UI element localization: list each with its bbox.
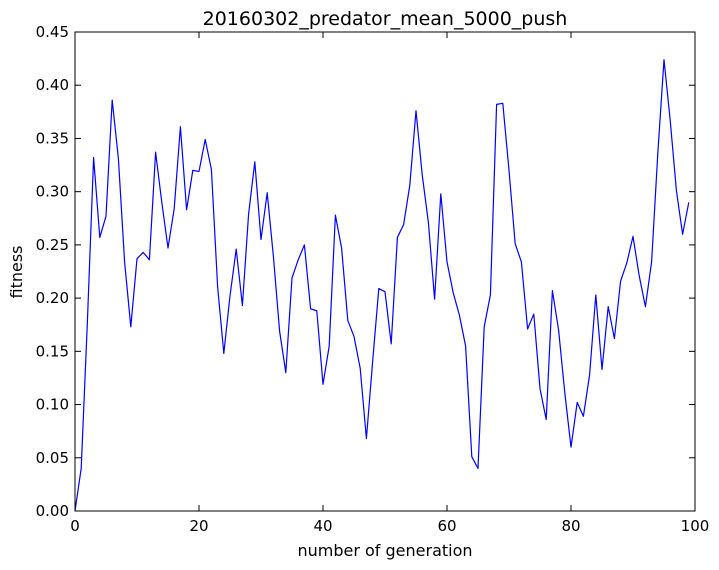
y-tick-label: 0.25	[36, 236, 69, 254]
chart-title: 20160302_predator_mean_5000_push	[203, 8, 568, 30]
x-tick-label: 0	[70, 517, 80, 535]
plot-frame	[74, 31, 696, 512]
y-tick-label: 0.00	[36, 502, 69, 520]
y-tick-label: 0.35	[36, 129, 69, 147]
y-tick-label: 0.40	[36, 76, 69, 94]
x-tick-label: 100	[681, 517, 710, 535]
y-tick-label: 0.30	[36, 183, 69, 201]
x-tick-label: 20	[189, 517, 208, 535]
y-tick-label: 0.05	[36, 449, 69, 467]
y-tick-label: 0.10	[36, 396, 69, 414]
x-tick-label: 80	[561, 517, 580, 535]
y-tick-label: 0.15	[36, 342, 69, 360]
y-tick-label: 0.20	[36, 289, 69, 307]
x-axis-label: number of generation	[297, 541, 472, 560]
y-tick-label: 0.45	[36, 23, 69, 41]
series-line	[74, 59, 690, 512]
x-tick-label: 40	[313, 517, 332, 535]
y-axis-label: fitness	[7, 245, 26, 298]
plot-area: 0 20 40 60 80 100 0.00 0.05 0.10 0.15 0.20 0.25 0.30…	[36, 23, 710, 535]
x-tick-label: 60	[437, 517, 456, 535]
